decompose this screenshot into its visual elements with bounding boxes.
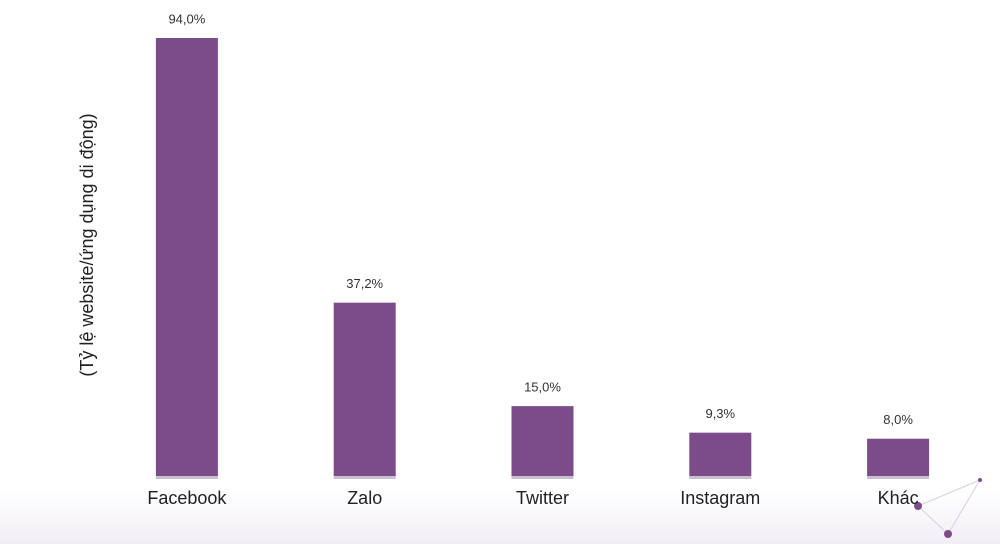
value-label: 8,0% <box>883 412 913 427</box>
x-tick-label: Zalo <box>347 488 382 508</box>
bar <box>511 406 574 476</box>
decoration <box>914 478 982 538</box>
x-tick-label: Facebook <box>147 488 227 508</box>
bar-base <box>511 476 574 479</box>
bar <box>867 438 930 476</box>
x-tick-label: Twitter <box>516 488 569 508</box>
value-label: 15,0% <box>524 380 561 395</box>
value-label: 94,0% <box>168 11 205 26</box>
value-label: 37,2% <box>346 276 383 291</box>
x-tick-label: Instagram <box>680 488 760 508</box>
x-tick-label: Khác <box>878 488 919 508</box>
y-axis-label: (Tỷ lệ website/ứng dụng di động) <box>77 113 97 376</box>
bar-base <box>867 476 930 479</box>
bar <box>333 302 396 476</box>
bar <box>689 432 752 476</box>
bar-base <box>155 476 218 479</box>
bar <box>155 38 218 476</box>
value-label: 9,3% <box>705 406 735 421</box>
bar-base <box>333 476 396 479</box>
bar-base <box>689 476 752 479</box>
